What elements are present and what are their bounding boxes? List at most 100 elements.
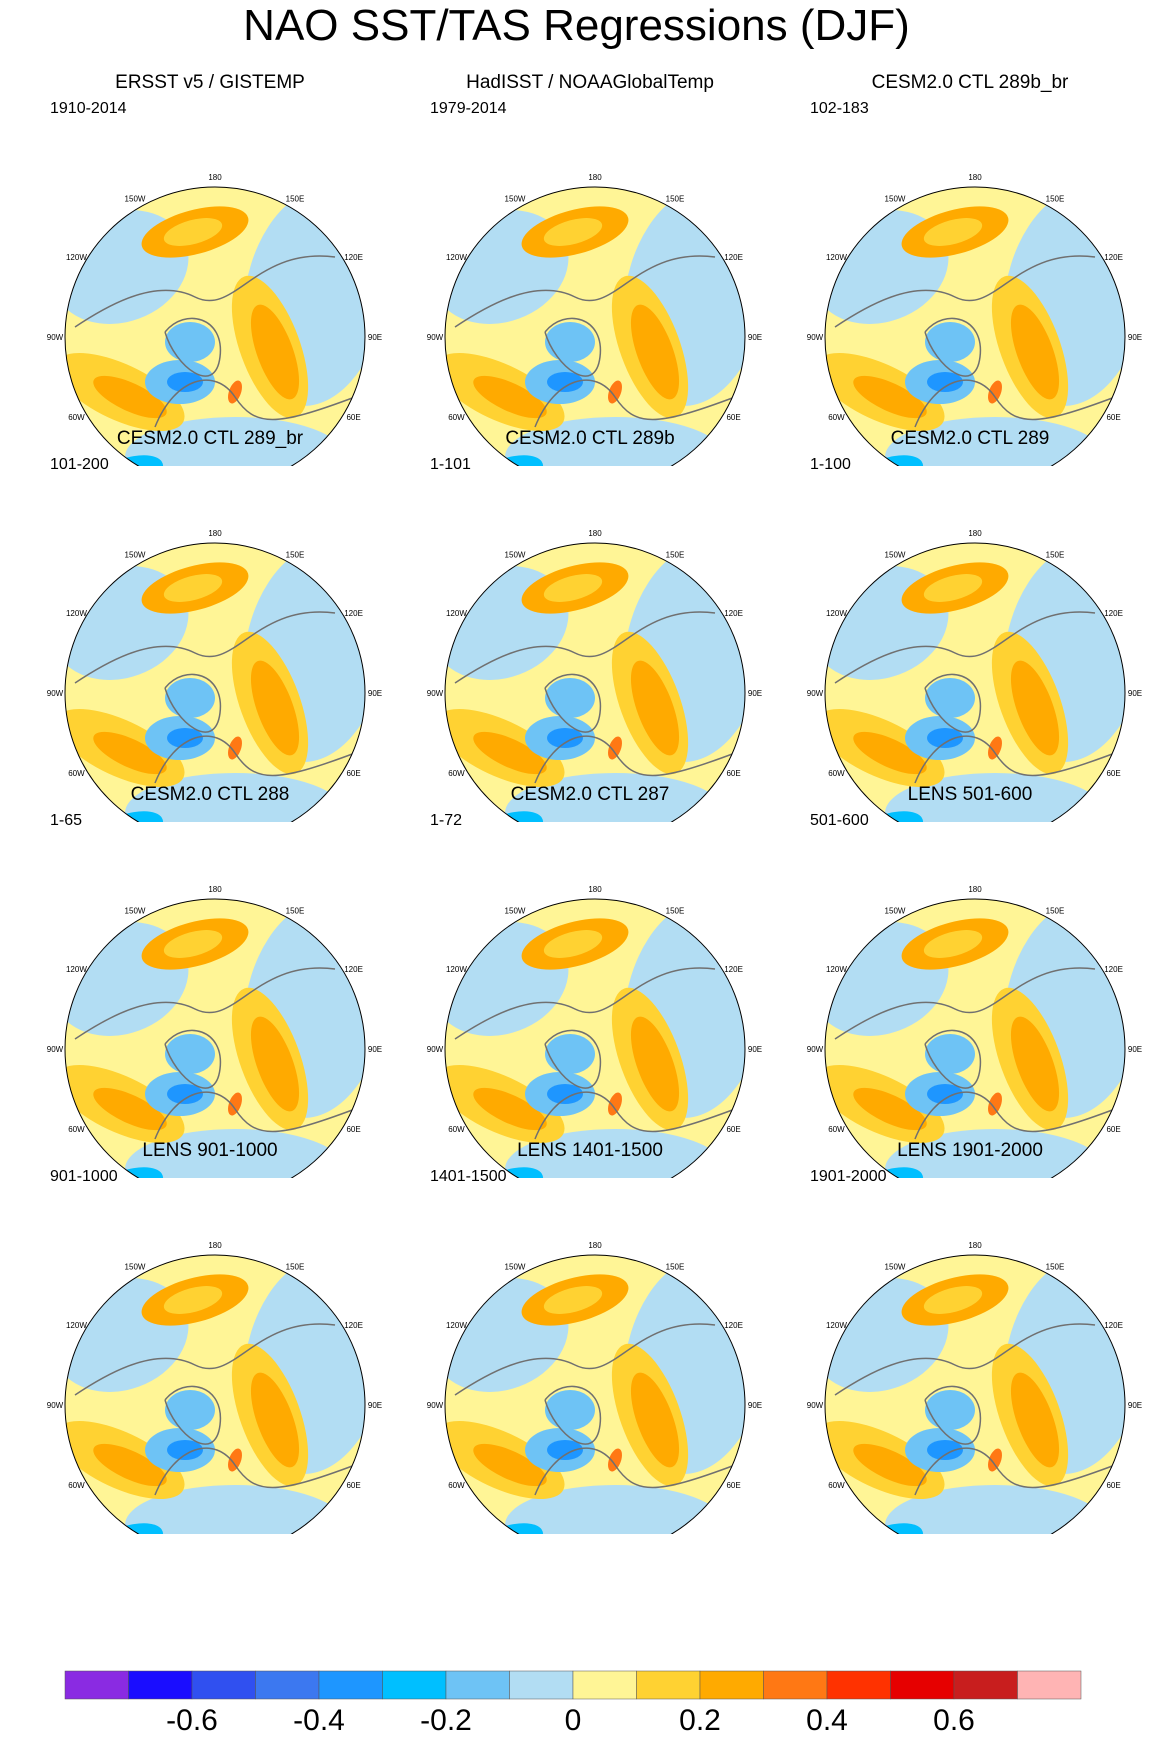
colorbar-swatch <box>764 1671 828 1699</box>
panel-title: LENS 1901-2000 <box>780 1140 1153 1162</box>
regression-field <box>35 1245 400 1534</box>
colorbar-tick-label: -0.6 <box>166 1704 218 1737</box>
panel-period-label: 1979-2014 <box>430 100 507 118</box>
longitude-label: 60E <box>726 1481 740 1490</box>
longitude-label: 60E <box>726 1125 740 1134</box>
longitude-label: 150E <box>286 1262 305 1271</box>
longitude-label: 150W <box>505 906 526 915</box>
colorbar-swatch <box>954 1671 1018 1699</box>
longitude-label: 120W <box>446 1321 467 1330</box>
longitude-label: 90E <box>368 333 382 342</box>
longitude-label: 180 <box>968 1241 982 1250</box>
colorbar-swatch <box>65 1671 129 1699</box>
longitude-label: 60W <box>448 769 465 778</box>
longitude-label: 60W <box>68 1125 85 1134</box>
map-panel: 180150E120E90E60E30E030W60W90W120W150WLE… <box>20 1140 400 1540</box>
panel-title: ERSST v5 / GISTEMP <box>20 72 400 94</box>
longitude-label: 120E <box>344 253 363 262</box>
longitude-label: 60W <box>828 413 845 422</box>
longitude-label: 60E <box>346 769 360 778</box>
longitude-label: 150E <box>666 550 685 559</box>
longitude-label: 90E <box>368 689 382 698</box>
longitude-label: 120E <box>724 965 743 974</box>
polar-map: 180150E120E90E60E30E030W60W90W120W150W <box>400 1154 780 1534</box>
longitude-label: 180 <box>968 173 982 182</box>
regression-field <box>35 533 400 822</box>
panel-period-label: 501-600 <box>810 812 869 830</box>
longitude-label: 150W <box>125 194 146 203</box>
longitude-label: 120W <box>66 253 87 262</box>
polar-map: 180150E120E90E60E30E030W60W90W120W150W <box>780 442 1153 822</box>
polar-map: 180150E120E90E60E30E030W60W90W120W150W <box>780 86 1153 466</box>
polar-map: 180150E120E90E60E30E030W60W90W120W150W <box>20 86 400 466</box>
longitude-label: 90W <box>47 689 64 698</box>
longitude-label: 60E <box>346 1125 360 1134</box>
longitude-label: 60W <box>448 1481 465 1490</box>
longitude-label: 150E <box>286 194 305 203</box>
longitude-label: 90W <box>807 1401 824 1410</box>
panel-title: LENS 901-1000 <box>20 1140 400 1162</box>
longitude-label: 120E <box>1104 965 1123 974</box>
map-panel: 180150E120E90E60E30E030W60W90W120W150WCE… <box>780 428 1153 828</box>
negative-region <box>165 322 215 362</box>
longitude-label: 150E <box>1046 1262 1065 1271</box>
longitude-label: 60E <box>726 769 740 778</box>
longitude-label: 90E <box>1128 689 1142 698</box>
longitude-label: 180 <box>208 173 222 182</box>
longitude-label: 150W <box>125 906 146 915</box>
panel-title: HadISST / NOAAGlobalTemp <box>400 72 780 94</box>
regression-field <box>795 177 1153 466</box>
longitude-label: 60E <box>726 413 740 422</box>
negative-region <box>165 1034 215 1074</box>
longitude-label: 150E <box>1046 906 1065 915</box>
longitude-label: 150E <box>1046 550 1065 559</box>
panel-title: CESM2.0 CTL 287 <box>400 784 780 806</box>
colorbar-swatch <box>383 1671 447 1699</box>
longitude-label: 180 <box>588 885 602 894</box>
longitude-label: 60W <box>448 1125 465 1134</box>
longitude-label: 150E <box>286 550 305 559</box>
colorbar-tick-label: 0.4 <box>806 1704 848 1737</box>
longitude-label: 150W <box>885 550 906 559</box>
longitude-label: 120W <box>66 609 87 618</box>
longitude-label: 150W <box>125 550 146 559</box>
longitude-label: 60E <box>1106 1481 1120 1490</box>
panel-period-label: 101-200 <box>50 456 109 474</box>
panel-period-label: 102-183 <box>810 100 869 118</box>
longitude-label: 150W <box>505 1262 526 1271</box>
colorbar-swatch <box>192 1671 256 1699</box>
longitude-label: 90E <box>748 1045 762 1054</box>
longitude-label: 120E <box>724 1321 743 1330</box>
map-panel: 180150E120E90E60E30E030W60W90W120W150WLE… <box>780 784 1153 1184</box>
longitude-label: 60E <box>1106 1125 1120 1134</box>
colorbar-swatch <box>827 1671 891 1699</box>
longitude-label: 150W <box>885 194 906 203</box>
panel-title: CESM2.0 CTL 288 <box>20 784 400 806</box>
colorbar-swatch <box>700 1671 764 1699</box>
colorbar-swatch <box>256 1671 320 1699</box>
panel-title: CESM2.0 CTL 289 <box>780 428 1153 450</box>
longitude-label: 90E <box>1128 333 1142 342</box>
map-panel: 180150E120E90E60E30E030W60W90W120W150WCE… <box>780 72 1153 472</box>
longitude-label: 120W <box>446 609 467 618</box>
colorbar-swatch <box>446 1671 510 1699</box>
regression-field <box>415 1245 780 1534</box>
longitude-label: 60W <box>448 413 465 422</box>
polar-map: 180150E120E90E60E30E030W60W90W120W150W <box>20 1154 400 1534</box>
panel-period-label: 1901-2000 <box>810 1168 887 1186</box>
longitude-label: 60E <box>1106 769 1120 778</box>
panel-period-label: 901-1000 <box>50 1168 118 1186</box>
longitude-label: 150W <box>505 550 526 559</box>
regression-field <box>415 889 780 1178</box>
longitude-label: 180 <box>968 885 982 894</box>
colorbar-tick-label: 0 <box>565 1704 582 1737</box>
colorbar-swatch <box>573 1671 637 1699</box>
negative-region <box>545 1034 595 1074</box>
longitude-label: 90W <box>427 1401 444 1410</box>
panel-period-label: 1-100 <box>810 456 851 474</box>
longitude-label: 120W <box>826 1321 847 1330</box>
regression-field <box>795 1245 1153 1534</box>
longitude-label: 150E <box>286 906 305 915</box>
negative-region <box>925 678 975 718</box>
longitude-label: 120W <box>446 965 467 974</box>
